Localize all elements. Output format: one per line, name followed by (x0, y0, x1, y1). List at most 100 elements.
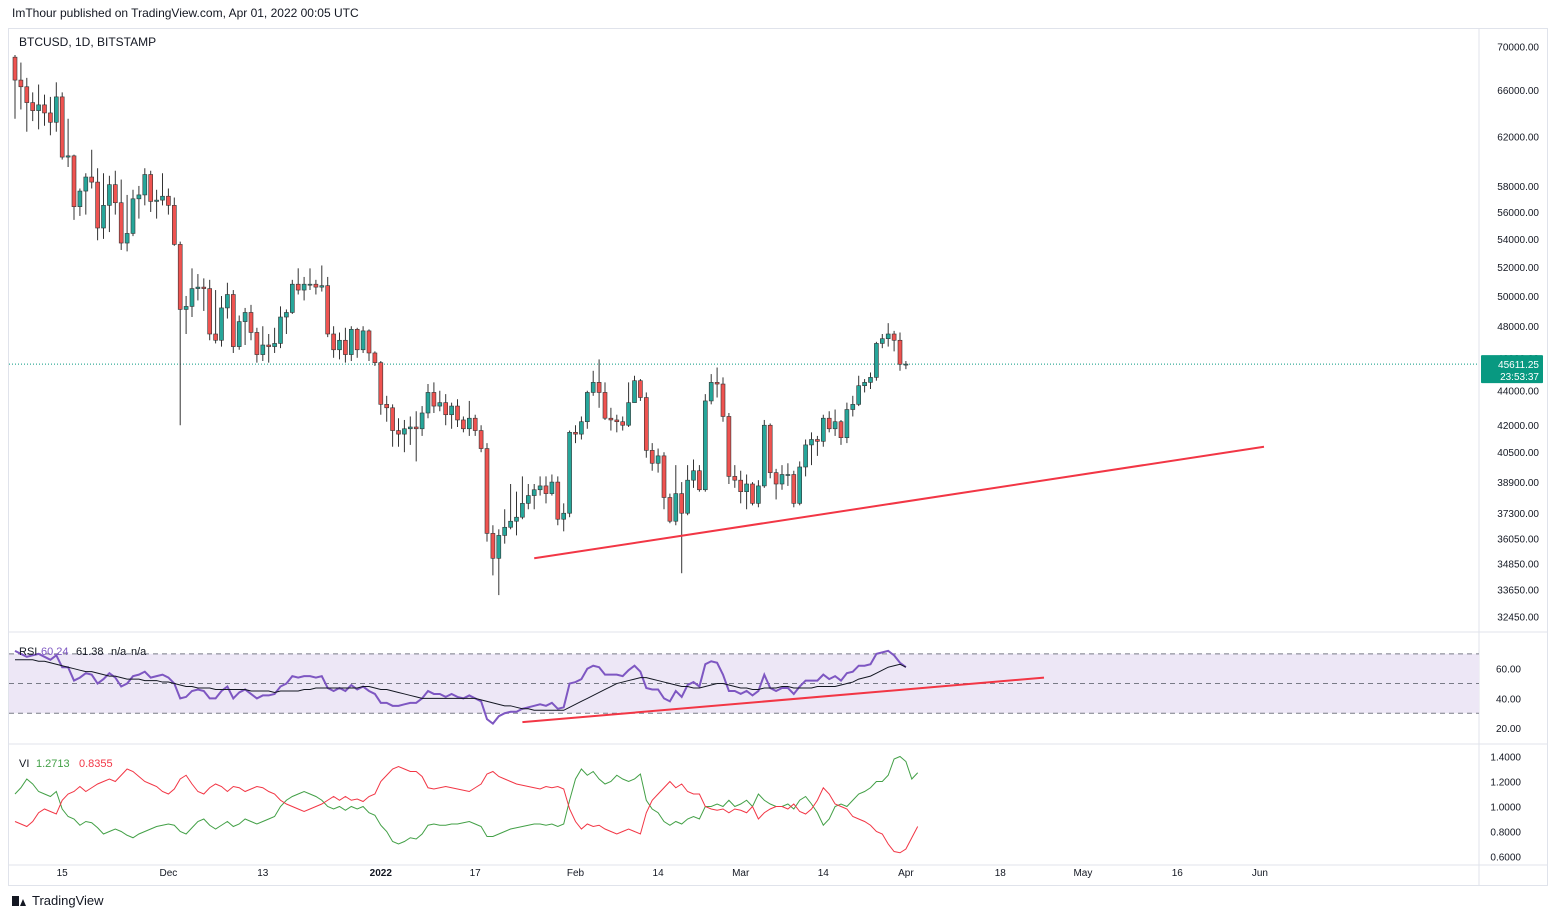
tradingview-logo-text: TradingView (32, 893, 104, 908)
vi-minus-line (14, 765, 919, 854)
candle-up (278, 316, 283, 344)
candle-up (142, 174, 148, 196)
candle-down (472, 417, 478, 431)
price-tick-label: 66000.00 (1497, 86, 1539, 97)
candle-up (844, 409, 850, 438)
candle-down (30, 102, 36, 111)
candle-down (461, 419, 466, 430)
candle-up (579, 421, 584, 435)
candle-up (496, 535, 502, 559)
candle-down (89, 176, 94, 183)
candle-up (590, 382, 596, 393)
candle-down (732, 476, 738, 481)
candle-up (903, 363, 909, 366)
candle-down (738, 479, 744, 492)
candle-up (189, 288, 195, 307)
candle-down (384, 404, 390, 409)
vi-label: VI (19, 758, 29, 770)
candle-up (549, 481, 555, 494)
candle-down (667, 497, 673, 522)
candle-up (514, 516, 519, 522)
candle-up (685, 479, 690, 514)
time-tick-label: Mar (732, 868, 750, 879)
price-tick-label: 62000.00 (1497, 132, 1539, 143)
price-tick-label: 50000.00 (1497, 292, 1539, 303)
candle-down (826, 417, 832, 430)
rsi-line (14, 649, 907, 726)
candle-up (65, 155, 71, 158)
chart-canvas[interactable]: BTCUSD, 1D, BITSTAMP 70000.00 66000.00 6200… (9, 29, 1547, 885)
vi-minus-value: 0.8355 (79, 758, 113, 770)
candle-up (879, 338, 885, 344)
price-tick-label: 38900.00 (1497, 478, 1539, 489)
candle-up (36, 104, 41, 111)
vi-tick-label: 1.4000 (1490, 753, 1521, 764)
candle-up (561, 512, 567, 520)
price-tick-label: 44000.00 (1497, 387, 1539, 398)
candle-down (201, 286, 207, 289)
price-tick-label: 40500.00 (1497, 448, 1539, 459)
candle-up (502, 526, 508, 536)
candle-down (390, 407, 395, 431)
candle-up (260, 344, 266, 355)
candle-down (378, 362, 384, 405)
time-tick-label: Jun (1252, 868, 1268, 879)
candle-up (219, 307, 224, 341)
time-tick-label: 16 (1172, 868, 1184, 879)
published-caption: ImThour published on TradingView.com, Ap… (12, 6, 359, 20)
candle-down (714, 382, 720, 385)
rsi-extra-value: n/a (131, 646, 147, 658)
candle-down (266, 344, 272, 347)
candle-up (874, 343, 879, 378)
chart-container[interactable]: BTCUSD, 1D, BITSTAMP 70000.00 66000.00 6200… (8, 28, 1548, 886)
vi-tick-label: 1.2000 (1490, 778, 1521, 789)
candle-up (419, 412, 425, 430)
candle-up (242, 312, 248, 322)
price-trendline (534, 445, 1265, 560)
candle-down (313, 283, 319, 288)
price-tick-label: 56000.00 (1497, 208, 1539, 219)
last-price-value: 45611.25 (1498, 360, 1539, 371)
candle-down (71, 155, 77, 207)
time-tick-label: 2022 (370, 868, 393, 879)
candle-up (850, 404, 856, 410)
candle-down (325, 285, 331, 335)
price-tick-label: 54000.00 (1497, 235, 1539, 246)
candle-down (602, 392, 608, 419)
candle-down (773, 472, 779, 485)
candle-up (537, 485, 543, 491)
candle-down (661, 455, 667, 498)
last-price-countdown: 23:53:37 (1500, 372, 1539, 383)
candle-up (702, 400, 708, 491)
time-tick-label: 13 (257, 868, 269, 879)
rsi-tick-label: 40.00 (1496, 694, 1521, 705)
time-tick-label: 14 (653, 868, 665, 879)
candle-up (53, 96, 59, 123)
price-tick-label: 32450.00 (1497, 613, 1539, 624)
candle-up (466, 417, 472, 430)
rsi-extra-value: n/a (111, 646, 127, 658)
price-tick-label: 33650.00 (1497, 586, 1539, 597)
last-price-badge (1481, 355, 1543, 384)
candle-down (254, 332, 260, 355)
candle-up (632, 380, 637, 403)
candle-down (490, 533, 496, 559)
tradingview-logo: TradingView (12, 893, 104, 908)
time-tick-label: Dec (160, 868, 178, 879)
rsi-tick-label: 60.00 (1496, 665, 1521, 676)
candle-down (614, 419, 620, 423)
candle-up (856, 385, 862, 405)
candle-up (885, 333, 891, 339)
candle-up (756, 485, 761, 504)
candle-down (638, 380, 643, 398)
candle-down (750, 483, 755, 504)
candle-down (555, 481, 561, 520)
candle-up (425, 392, 431, 414)
price-tick-label: 37300.00 (1497, 509, 1539, 520)
candle-up (301, 283, 307, 291)
candle-up (820, 417, 826, 442)
candle-down (596, 382, 602, 393)
candle-up (832, 421, 838, 430)
candle-up (154, 199, 159, 202)
candle-down (172, 205, 177, 245)
